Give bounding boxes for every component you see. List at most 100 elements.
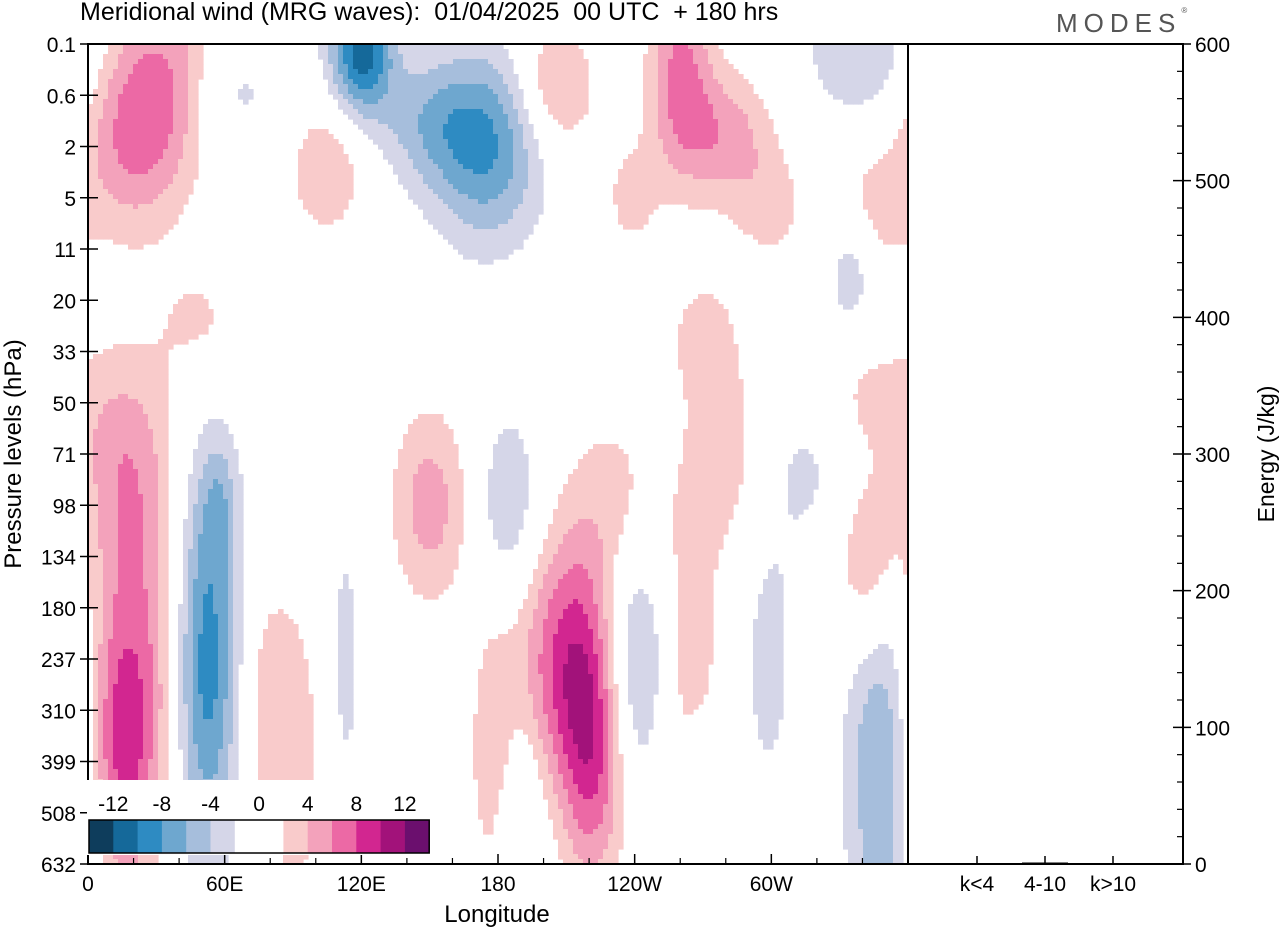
heatmap-cell [823,69,829,75]
heatmap-cell [218,464,224,470]
heatmap-cell [183,49,189,55]
heatmap-cell [428,79,434,85]
heatmap-cell [463,109,469,115]
heatmap-cell [348,54,354,60]
heatmap-cell [543,54,549,60]
heatmap-cell [483,224,489,230]
heatmap-cell [713,69,719,75]
heatmap-cell [493,214,499,220]
heatmap-cell [698,389,704,395]
heatmap-cell [658,44,664,50]
heatmap-cell [333,204,339,210]
heatmap-cell [428,114,434,120]
heatmap-cell [893,394,899,400]
heatmap-cell [108,54,114,60]
heatmap-cell [148,69,154,75]
heatmap-cell [493,109,499,115]
heatmap-cell [853,84,859,90]
heatmap-cell [423,189,429,195]
heatmap-cell [378,114,384,120]
heatmap-cell [448,189,454,195]
heatmap-cell [693,334,699,340]
heatmap-cell [508,64,514,70]
heatmap-cell [98,164,104,170]
heatmap-cell [703,79,709,85]
heatmap-cell [718,384,724,390]
heatmap-cell [173,119,179,125]
heatmap-cell [483,139,489,145]
heatmap-cell [463,44,469,50]
heatmap-cell [403,184,409,190]
heatmap-cell [473,69,479,75]
heatmap-cell [683,119,689,125]
heatmap-cell [93,124,99,130]
heatmap-cell [318,194,324,200]
heatmap-cell [808,459,814,465]
heatmap-cell [693,304,699,310]
heatmap-cell [663,199,669,205]
heatmap-cell [223,439,229,445]
heatmap-cell [193,99,199,105]
heatmap-cell [758,154,764,160]
heatmap-cell [488,159,494,165]
heatmap-cell [123,49,129,55]
heatmap-cell [393,154,399,160]
heatmap-cell [478,64,484,70]
heatmap-cell [748,94,754,100]
heatmap-cell [678,359,684,365]
heatmap-cell [888,409,894,415]
heatmap-cell [148,44,154,50]
heatmap-cell [393,119,399,125]
heatmap-cell [128,149,134,155]
heatmap-cell [343,184,349,190]
heatmap-cell [678,189,684,195]
heatmap-cell [213,454,219,460]
heatmap-cell [563,84,569,90]
heatmap-cell [903,399,909,405]
heatmap-cell [163,404,169,410]
heatmap-cell [698,294,704,300]
heatmap-cell [443,159,449,165]
heatmap-cell [168,94,174,100]
heatmap-cell [448,74,454,80]
heatmap-cell [108,369,114,375]
heatmap-cell [493,249,499,255]
heatmap-cell [528,224,534,230]
heatmap-cell [553,109,559,115]
heatmap-cell [703,54,709,60]
heatmap-cell [673,194,679,200]
heatmap-cell [158,419,164,425]
heatmap-cell [428,69,434,75]
heatmap-cell [773,184,779,190]
heatmap-cell [143,229,149,235]
heatmap-cell [478,124,484,130]
heatmap-cell [438,424,444,430]
heatmap-cell [483,219,489,225]
heatmap-cell [178,44,184,50]
heatmap-cell [693,429,699,435]
heatmap-cell [733,169,739,175]
heatmap-cell [203,329,209,335]
heatmap-cell [128,54,134,60]
heatmap-cell [828,44,834,50]
heatmap-cell [113,109,119,115]
heatmap-cell [133,244,139,250]
heatmap-cell [498,254,504,260]
heatmap-cell [748,124,754,130]
heatmap-cell [188,84,194,90]
heatmap-cell [358,79,364,85]
heatmap-cell [113,239,119,245]
heatmap-cell [723,204,729,210]
heatmap-cell [428,109,434,115]
heatmap-cell [488,139,494,145]
heatmap-cell [683,319,689,325]
heatmap-cell [663,44,669,50]
heatmap-cell [408,49,414,55]
heatmap-cell [878,194,884,200]
heatmap-cell [93,364,99,370]
heatmap-cell [433,79,439,85]
heatmap-cell [528,219,534,225]
heatmap-cell [848,54,854,60]
heatmap-cell [703,324,709,330]
heatmap-cell [143,144,149,150]
